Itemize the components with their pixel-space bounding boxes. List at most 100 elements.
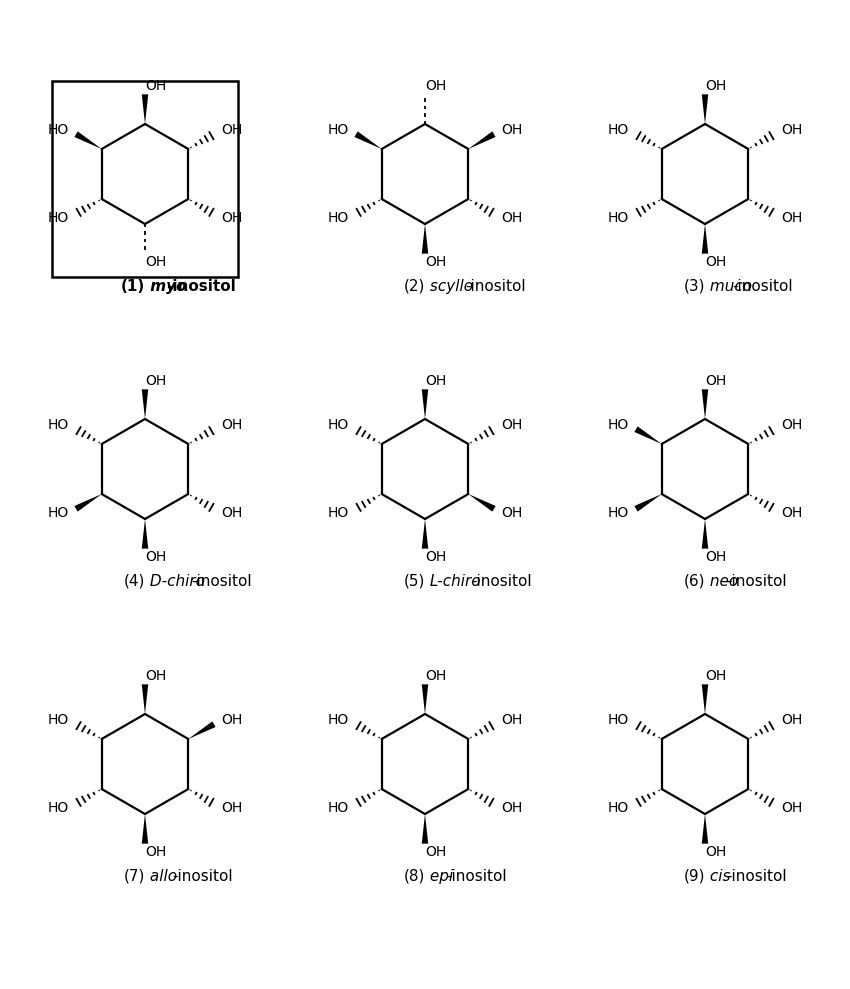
Text: -inositol: -inositol bbox=[733, 279, 793, 294]
Text: (9): (9) bbox=[0, 988, 1, 989]
Text: OH: OH bbox=[425, 669, 446, 683]
Text: -inositol: -inositol bbox=[166, 279, 236, 294]
Text: OH: OH bbox=[145, 255, 167, 269]
Text: HO: HO bbox=[608, 211, 629, 225]
Polygon shape bbox=[75, 494, 102, 511]
Text: (7): (7) bbox=[0, 988, 1, 989]
Polygon shape bbox=[142, 814, 148, 844]
Text: HO: HO bbox=[327, 801, 348, 815]
Text: OH: OH bbox=[221, 123, 242, 137]
Polygon shape bbox=[189, 721, 216, 739]
Text: L-chiro: L-chiro bbox=[425, 574, 480, 588]
Text: OH: OH bbox=[425, 79, 446, 93]
Text: OH: OH bbox=[781, 713, 802, 727]
Text: OH: OH bbox=[425, 550, 446, 564]
Text: HO: HO bbox=[48, 506, 69, 520]
Text: OH: OH bbox=[502, 211, 523, 225]
Text: D-chiro: D-chiro bbox=[145, 574, 205, 588]
Text: OH: OH bbox=[781, 801, 802, 815]
Polygon shape bbox=[142, 390, 148, 419]
Text: OH: OH bbox=[781, 506, 802, 520]
Polygon shape bbox=[468, 494, 496, 511]
Text: OH: OH bbox=[221, 713, 242, 727]
Text: (5): (5) bbox=[0, 988, 1, 989]
Polygon shape bbox=[634, 426, 661, 444]
Text: OH: OH bbox=[221, 506, 242, 520]
Text: HO: HO bbox=[48, 123, 69, 137]
Text: HO: HO bbox=[608, 713, 629, 727]
Text: HO: HO bbox=[608, 418, 629, 432]
Text: epi: epi bbox=[425, 868, 453, 884]
Text: (9): (9) bbox=[683, 868, 705, 884]
Text: allo: allo bbox=[145, 868, 177, 884]
Text: OH: OH bbox=[425, 255, 446, 269]
Text: -inositol: -inositol bbox=[465, 279, 526, 294]
Text: HO: HO bbox=[608, 801, 629, 815]
Polygon shape bbox=[422, 814, 428, 844]
Text: HO: HO bbox=[327, 418, 348, 432]
Text: -inositol: -inositol bbox=[726, 868, 787, 884]
Polygon shape bbox=[75, 132, 102, 149]
Text: OH: OH bbox=[502, 506, 523, 520]
Text: -inositol: -inositol bbox=[191, 574, 252, 588]
Text: scyllo: scyllo bbox=[425, 279, 473, 294]
Text: OH: OH bbox=[145, 550, 167, 564]
Text: (1): (1) bbox=[0, 988, 1, 989]
Text: OH: OH bbox=[502, 418, 523, 432]
Text: OH: OH bbox=[145, 374, 167, 388]
Polygon shape bbox=[702, 390, 708, 419]
Polygon shape bbox=[422, 519, 428, 549]
Text: OH: OH bbox=[502, 123, 523, 137]
Text: OH: OH bbox=[705, 550, 726, 564]
Text: OH: OH bbox=[502, 713, 523, 727]
Text: (8): (8) bbox=[404, 868, 425, 884]
Text: (3): (3) bbox=[683, 279, 705, 294]
Text: (4): (4) bbox=[123, 574, 145, 588]
Text: OH: OH bbox=[705, 79, 726, 93]
Text: HO: HO bbox=[608, 123, 629, 137]
Polygon shape bbox=[422, 684, 428, 714]
Text: -inositol: -inositol bbox=[472, 574, 532, 588]
Text: OH: OH bbox=[221, 801, 242, 815]
Text: OH: OH bbox=[705, 255, 726, 269]
Polygon shape bbox=[702, 519, 708, 549]
Text: HO: HO bbox=[48, 211, 69, 225]
Text: cis: cis bbox=[705, 868, 730, 884]
Polygon shape bbox=[702, 814, 708, 844]
Text: (5): (5) bbox=[404, 574, 425, 588]
Text: HO: HO bbox=[327, 713, 348, 727]
Text: OH: OH bbox=[705, 845, 726, 859]
Text: HO: HO bbox=[48, 418, 69, 432]
Text: OH: OH bbox=[502, 801, 523, 815]
Text: (1): (1) bbox=[121, 279, 145, 294]
Polygon shape bbox=[142, 519, 148, 549]
Text: HO: HO bbox=[327, 211, 348, 225]
Text: HO: HO bbox=[608, 506, 629, 520]
Polygon shape bbox=[422, 224, 428, 253]
Polygon shape bbox=[634, 494, 661, 511]
Text: (7): (7) bbox=[123, 868, 145, 884]
Text: (6): (6) bbox=[683, 574, 705, 588]
Text: HO: HO bbox=[327, 123, 348, 137]
Text: myo: myo bbox=[145, 279, 187, 294]
Text: OH: OH bbox=[425, 374, 446, 388]
Text: neo: neo bbox=[705, 574, 739, 588]
Polygon shape bbox=[142, 684, 148, 714]
Text: (4): (4) bbox=[0, 988, 1, 989]
Text: (8): (8) bbox=[0, 988, 1, 989]
Polygon shape bbox=[354, 132, 382, 149]
Text: HO: HO bbox=[48, 801, 69, 815]
Text: OH: OH bbox=[705, 374, 726, 388]
Text: -inositol: -inositol bbox=[726, 574, 787, 588]
Polygon shape bbox=[702, 224, 708, 253]
Text: OH: OH bbox=[145, 79, 167, 93]
Text: OH: OH bbox=[425, 845, 446, 859]
Polygon shape bbox=[702, 94, 708, 124]
Text: OH: OH bbox=[781, 418, 802, 432]
Text: OH: OH bbox=[221, 211, 242, 225]
Text: muco: muco bbox=[705, 279, 752, 294]
Text: OH: OH bbox=[145, 669, 167, 683]
Text: (6): (6) bbox=[0, 988, 1, 989]
Polygon shape bbox=[142, 94, 148, 124]
Text: OH: OH bbox=[781, 211, 802, 225]
